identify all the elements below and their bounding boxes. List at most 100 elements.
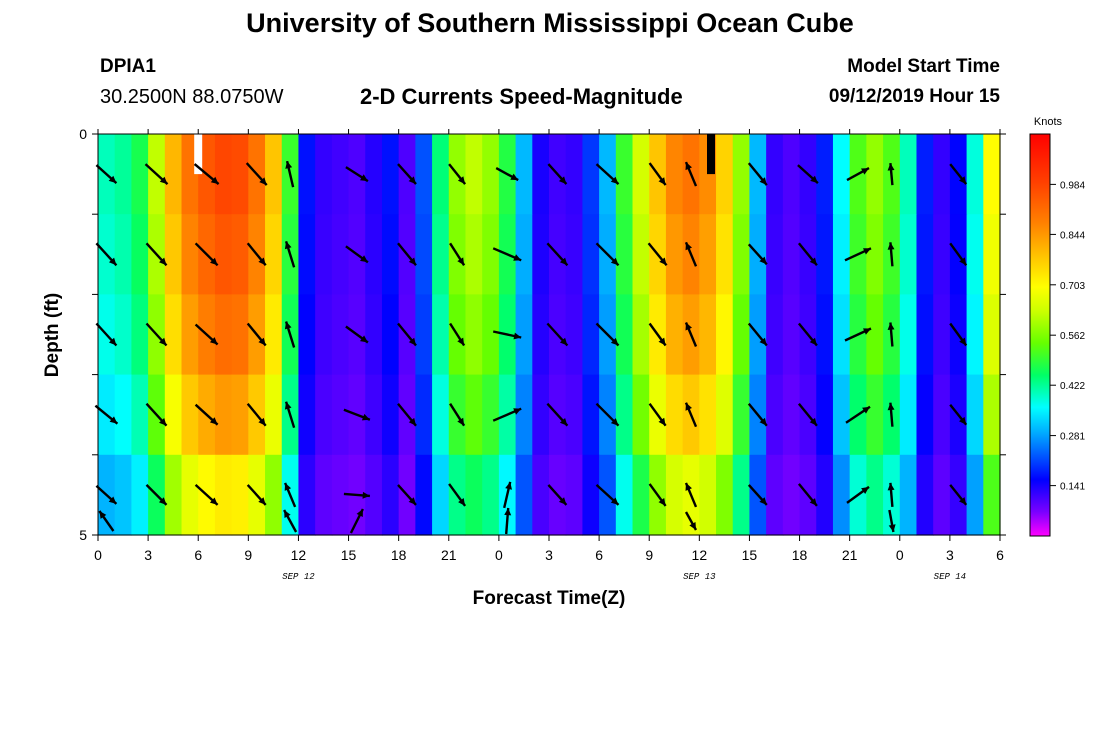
current-arrow: [846, 485, 870, 504]
heatmap-cell: [532, 214, 550, 295]
heatmap-cell: [231, 294, 249, 376]
colorbar-label: 0.984: [1060, 180, 1085, 191]
heatmap-cell: [565, 134, 583, 215]
heatmap-cell: [482, 454, 500, 536]
heatmap-cell: [214, 134, 233, 215]
heatmap-cell: [331, 294, 350, 376]
current-arrow: [194, 242, 219, 267]
current-arrow: [797, 402, 818, 427]
heatmap-cell: [231, 374, 249, 456]
heatmap-cell: [315, 134, 333, 215]
heatmap-cell: [899, 134, 918, 215]
heatmap-cell: [782, 214, 801, 295]
heatmap-cell: [298, 374, 316, 456]
current-arrow: [547, 163, 568, 185]
heatmap-cell: [933, 134, 951, 215]
heatmap-cell: [632, 454, 650, 536]
current-arrow: [888, 509, 896, 533]
heatmap-cell: [983, 294, 1001, 376]
heatmap-cell: [114, 214, 132, 295]
current-arrow: [345, 166, 369, 183]
x-tick-label: 9: [645, 547, 653, 563]
heatmap-cell: [966, 374, 984, 456]
current-arrow: [949, 484, 968, 506]
x-tick-label: 15: [341, 547, 357, 563]
current-arrow: [492, 247, 522, 262]
current-arrow: [595, 242, 620, 267]
heatmap-cell: [816, 214, 834, 295]
heatmap-cell: [515, 454, 533, 536]
heatmap-cell: [732, 374, 751, 456]
current-arrow: [492, 407, 522, 422]
current-arrow: [846, 167, 870, 182]
colorbar-unit: Knots: [1034, 116, 1063, 128]
heatmap-cell: [214, 454, 233, 536]
x-tick-label: 3: [946, 547, 954, 563]
current-arrow: [95, 485, 118, 505]
heatmap-cell: [565, 454, 583, 536]
heatmap-cell: [114, 374, 132, 456]
current-arrow: [345, 325, 369, 344]
heatmap-cell: [983, 214, 1001, 295]
current-arrow: [448, 483, 467, 507]
heatmap-cell: [615, 374, 634, 456]
current-arrow: [546, 242, 569, 267]
date-label: SEP 14: [934, 572, 966, 582]
heatmap-cell: [582, 294, 600, 376]
heatmap-cell: [131, 134, 149, 215]
heatmap-cell: [315, 294, 333, 376]
x-tick-label: 6: [194, 547, 202, 563]
x-tick-label: 15: [742, 547, 758, 563]
heatmap-cell: [582, 374, 600, 456]
current-arrow: [284, 401, 296, 429]
heatmap-cell: [615, 294, 634, 376]
current-arrow: [495, 167, 519, 182]
x-tick-label: 0: [94, 547, 102, 563]
heatmap-cell: [315, 454, 333, 536]
heatmap-cell: [415, 294, 433, 376]
heatmap-cell: [265, 214, 283, 295]
heatmap-cell: [365, 374, 383, 456]
heatmap-cell: [632, 294, 650, 376]
heatmap-cell: [615, 134, 634, 215]
heatmap-cell: [933, 454, 951, 536]
heatmap-cell: [699, 214, 717, 295]
current-arrow: [246, 242, 267, 267]
heatmap-cell: [832, 454, 851, 536]
heatmap-cell: [716, 294, 734, 376]
heatmap-cell: [966, 294, 984, 376]
current-arrow: [397, 322, 417, 347]
heatmap-cell: [916, 454, 934, 536]
current-arrow: [684, 511, 698, 531]
heatmap-cell: [131, 294, 149, 376]
heatmap-cell: [716, 214, 734, 295]
current-arrow: [194, 323, 219, 346]
current-arrow: [397, 402, 417, 427]
heatmap-cell: [766, 454, 784, 536]
heatmap-cell: [716, 134, 734, 215]
heatmap-cell: [415, 374, 433, 456]
colorbar-label: 0.281: [1060, 432, 1085, 443]
heatmap-cell: [131, 454, 149, 536]
current-arrow: [343, 491, 370, 499]
heatmap-cell: [716, 454, 734, 536]
heatmap-cell: [866, 454, 884, 536]
heatmap-cell: [231, 214, 249, 295]
missing-data-marker: [194, 134, 203, 175]
current-arrow: [747, 243, 768, 266]
current-arrow: [246, 402, 267, 427]
missing-data-marker: [707, 134, 715, 175]
current-arrow: [449, 242, 466, 266]
heatmap-cell: [265, 454, 283, 536]
current-arrow: [547, 484, 568, 506]
heatmap-cell: [615, 454, 634, 536]
heatmap-cell: [164, 374, 183, 456]
heatmap-cell: [331, 374, 350, 456]
colorbar-label: 0.422: [1060, 381, 1085, 392]
current-arrow: [145, 484, 168, 506]
current-arrow: [397, 484, 417, 506]
heatmap-cell: [665, 214, 684, 295]
heatmap-cell: [331, 214, 350, 295]
heatmap-cell: [231, 454, 249, 536]
heatmap-cell: [265, 134, 283, 215]
